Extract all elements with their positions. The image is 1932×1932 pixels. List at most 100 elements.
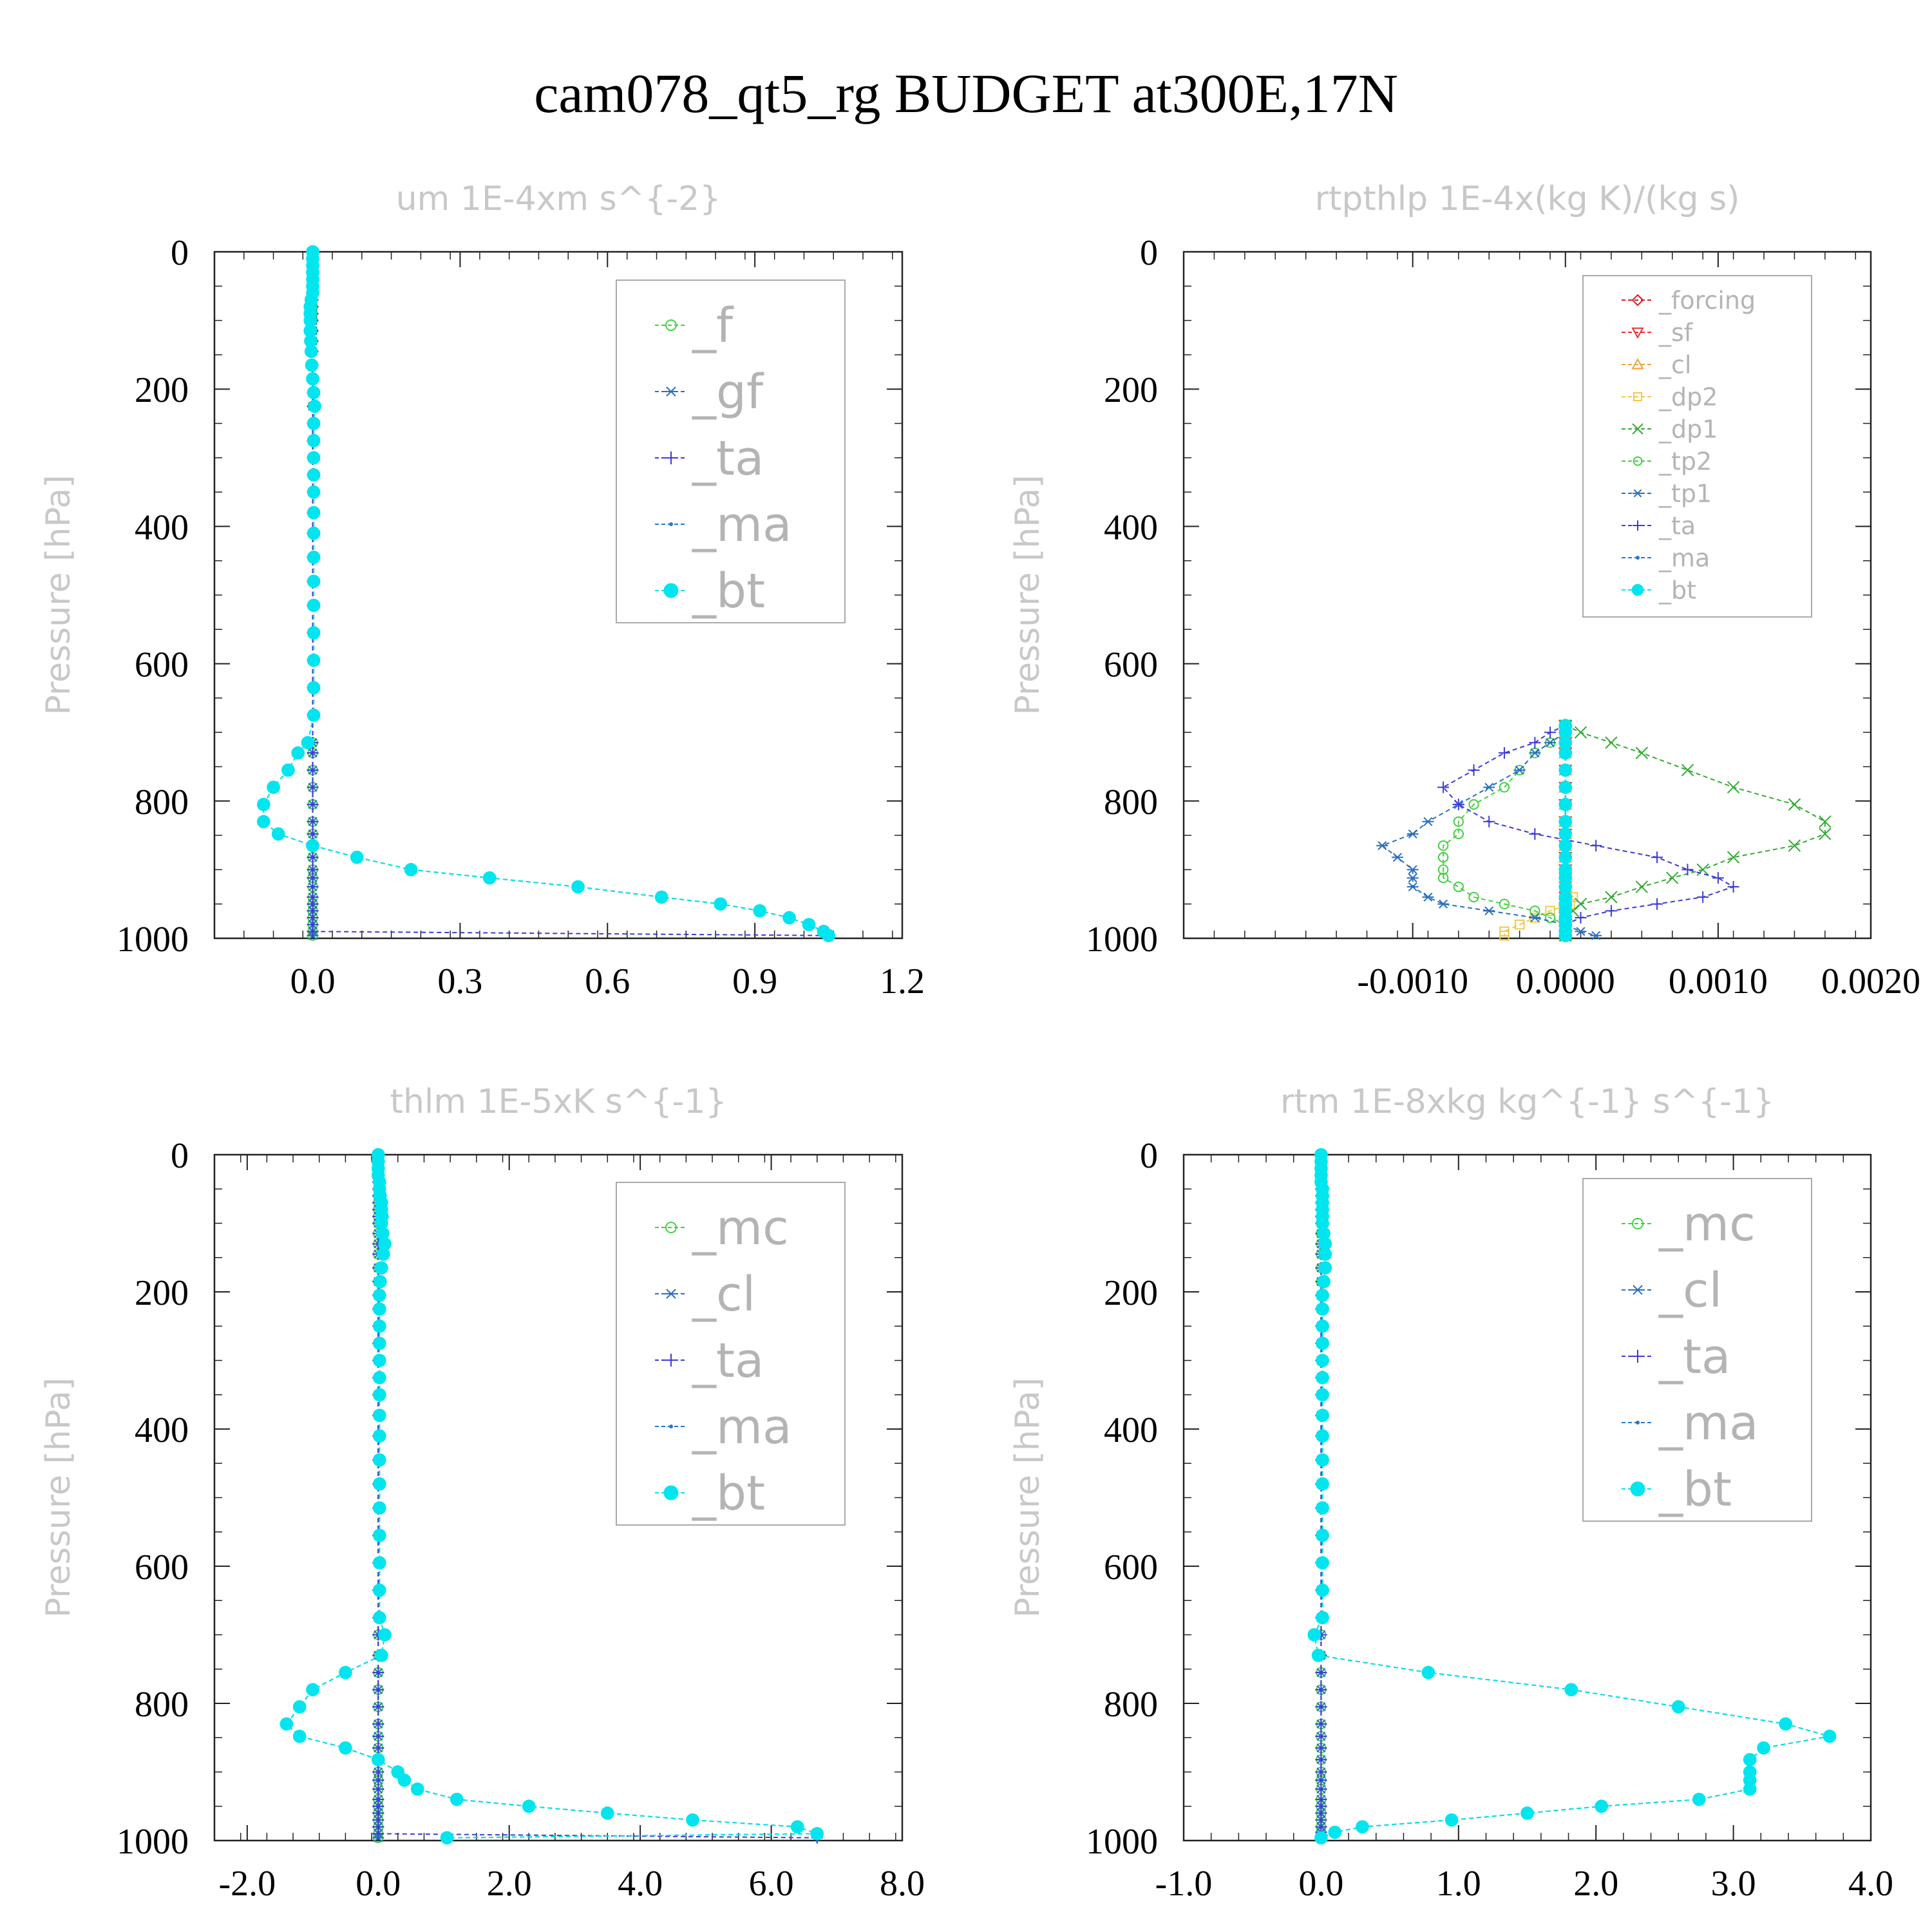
- data-point: [1315, 1718, 1327, 1730]
- data-point: [372, 1667, 384, 1679]
- y-tick-label: 600: [1104, 1548, 1158, 1587]
- data-point: [1595, 1799, 1609, 1814]
- data-point: [308, 399, 321, 413]
- data-point: [450, 1792, 464, 1806]
- data-point: [1651, 851, 1663, 864]
- data-point: [1696, 863, 1709, 876]
- data-point: [307, 708, 321, 722]
- data-point: [307, 598, 321, 612]
- legend-marker: [669, 522, 673, 526]
- data-point: [1316, 1217, 1329, 1230]
- data-point: [372, 1388, 386, 1402]
- data-point: [304, 334, 317, 348]
- data-point: [372, 1370, 386, 1385]
- legend-label: _mc: [1658, 1197, 1756, 1252]
- data-point: [307, 764, 319, 776]
- legend-label: _ma: [692, 497, 791, 553]
- data-point: [822, 929, 835, 943]
- data-point: [522, 1799, 536, 1814]
- data-point: [1315, 1783, 1327, 1795]
- x-tick-label: 0.9: [732, 961, 777, 1001]
- legend-box: [1582, 1178, 1812, 1522]
- data-point: [1666, 871, 1679, 884]
- legend-marker: [1632, 1218, 1643, 1229]
- data-point: [307, 485, 321, 499]
- data-point: [1558, 746, 1573, 760]
- data-point: [372, 1783, 384, 1795]
- data-point: [1316, 1477, 1329, 1491]
- legend-marker: [665, 319, 677, 331]
- legend-marker: [1633, 456, 1643, 466]
- data-point: [1545, 905, 1555, 916]
- data-point: [307, 881, 319, 893]
- legend-label: _sf: [1658, 318, 1694, 346]
- data-point: [1513, 765, 1526, 775]
- y-tick-label: 800: [1104, 782, 1158, 822]
- data-point: [256, 815, 270, 829]
- data-point: [1437, 840, 1449, 851]
- series-bt: [279, 1148, 824, 1845]
- data-point: [1779, 1717, 1793, 1731]
- data-point: [1406, 829, 1419, 838]
- data-point: [571, 880, 585, 894]
- data-point: [1681, 764, 1694, 777]
- x-tick-label: 3.0: [1711, 1864, 1756, 1904]
- legend-label: _ma: [692, 1399, 791, 1455]
- chart-panel-2: rtpthlp 1E-4x(kg K)/(kg s) Pressure [hPa]…: [1009, 180, 1920, 1001]
- data-point: [440, 1831, 454, 1845]
- y-tick-label: 1000: [117, 1822, 189, 1862]
- legend-marker: [665, 1222, 677, 1233]
- data-point: [1391, 853, 1403, 862]
- data-point: [1499, 898, 1510, 909]
- data-point: [307, 653, 321, 667]
- y-axis-label: Pressure [hPa]: [39, 1378, 78, 1618]
- data-point: [307, 925, 319, 938]
- legend-label: _cl: [692, 1267, 755, 1322]
- data-point: [377, 1247, 390, 1261]
- series-bt: [1307, 1148, 1837, 1845]
- legend-label: _f: [692, 298, 734, 354]
- data-point: [371, 1752, 385, 1766]
- panel-title: um 1E-4xm s^{-2}: [396, 180, 721, 218]
- data-point: [1307, 1628, 1321, 1642]
- legend-label: _bt: [1658, 1462, 1732, 1517]
- legend-label: _bt: [692, 564, 765, 619]
- data-point: [271, 827, 285, 841]
- legend-label: _ma: [1658, 1396, 1758, 1451]
- data-point: [307, 451, 321, 465]
- data-point: [378, 1237, 392, 1251]
- data-point: [1635, 746, 1649, 759]
- data-point: [372, 1453, 386, 1467]
- data-point: [397, 1773, 412, 1787]
- x-tick-label: -2.0: [219, 1864, 276, 1904]
- data-point: [376, 1227, 390, 1240]
- data-point: [1316, 1302, 1329, 1316]
- y-tick-label: 200: [135, 370, 189, 410]
- data-point: [375, 1217, 388, 1230]
- data-point: [1727, 881, 1739, 893]
- data-point: [686, 1813, 699, 1827]
- data-point: [1444, 1813, 1459, 1827]
- data-point: [1317, 1274, 1331, 1289]
- data-point: [1316, 1528, 1329, 1542]
- y-tick-label: 400: [1104, 507, 1158, 547]
- data-point: [307, 851, 319, 864]
- data-point: [1671, 1700, 1685, 1714]
- data-point: [1316, 1453, 1329, 1467]
- data-point: [372, 1408, 386, 1423]
- data-point: [1605, 736, 1618, 749]
- data-point: [372, 1477, 386, 1491]
- data-point: [372, 1319, 386, 1333]
- data-point: [1575, 927, 1587, 936]
- data-point: [1421, 1665, 1435, 1680]
- y-tick-label: 1000: [117, 920, 189, 960]
- data-point: [1437, 864, 1449, 875]
- data-point: [1316, 1429, 1329, 1443]
- panel-title: thlm 1E-5xK s^{-1}: [390, 1083, 727, 1121]
- data-point: [1529, 748, 1541, 758]
- data-point: [1635, 880, 1649, 893]
- data-point: [372, 1583, 386, 1597]
- x-tick-label: 0.0010: [1669, 961, 1768, 1001]
- data-point: [1499, 930, 1510, 941]
- data-point: [372, 1611, 386, 1625]
